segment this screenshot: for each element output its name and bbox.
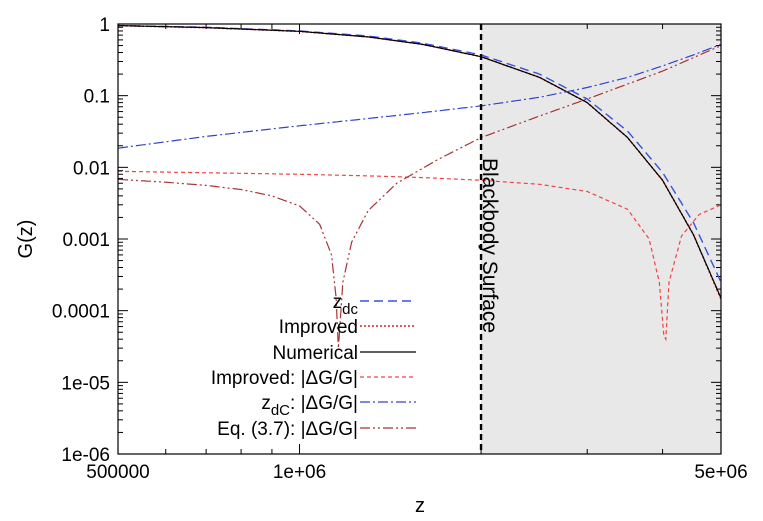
legend-label: zdc: [333, 292, 359, 318]
y-tick-labels: 1 0.1 0.01 0.001 0.0001 1e-05 1e-06: [52, 15, 110, 466]
y-tick-label: 1e-05: [61, 373, 110, 394]
blackbody-surface-label: Blackbody Surface: [478, 158, 501, 333]
x-axis-title: z: [415, 495, 425, 517]
x-tick-labels: 500000 1e+06 5e+06: [86, 462, 747, 483]
shaded-region: [481, 24, 721, 454]
legend-label: Improved: [279, 317, 358, 338]
series-lines: [117, 24, 722, 349]
legend-label: Numerical: [272, 343, 358, 364]
y-tick-label: 0.01: [73, 158, 110, 179]
y-tick-label: 0.001: [62, 230, 110, 251]
series-line: [117, 25, 722, 299]
x-tick-label: 5e+06: [694, 462, 747, 483]
blackbody-region-shading: [481, 24, 721, 454]
series-line: [117, 24, 722, 283]
y-tick-label: 0.1: [84, 87, 110, 108]
plot-frame: [117, 23, 722, 455]
legend-label: Eq. (3.7): |ΔG/G|: [217, 419, 358, 440]
legend-label: zdC: |ΔG/G|: [261, 393, 358, 419]
series-line: [117, 170, 722, 342]
series-line: [117, 45, 722, 349]
y-tick-label: 1: [99, 15, 110, 36]
y-tick-label: 1e-06: [61, 445, 110, 466]
y-axis-title: G(z): [15, 220, 37, 259]
y-tick-label: 0.0001: [52, 302, 110, 323]
x-tick-label: 1e+06: [273, 462, 326, 483]
x-tick-label: 500000: [86, 462, 149, 483]
series-line: [117, 43, 722, 149]
legend-label: Improved: |ΔG/G|: [211, 368, 358, 389]
